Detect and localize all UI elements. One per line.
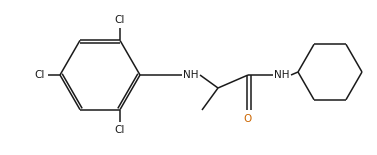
Text: Cl: Cl xyxy=(115,15,125,25)
Text: NH: NH xyxy=(274,70,290,80)
Text: O: O xyxy=(244,114,252,124)
Text: Cl: Cl xyxy=(115,125,125,135)
Text: NH: NH xyxy=(183,70,199,80)
Text: Cl: Cl xyxy=(35,70,45,80)
